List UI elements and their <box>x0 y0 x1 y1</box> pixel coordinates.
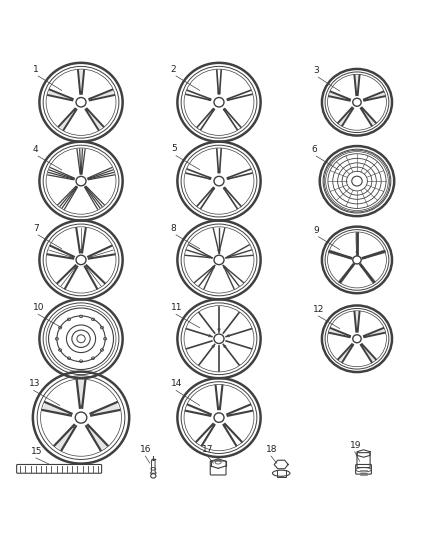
Polygon shape <box>59 109 76 130</box>
Polygon shape <box>55 425 76 450</box>
Polygon shape <box>42 402 71 416</box>
Polygon shape <box>329 92 350 101</box>
Text: 13: 13 <box>28 379 40 388</box>
Polygon shape <box>48 90 73 100</box>
Polygon shape <box>91 402 120 416</box>
Text: 14: 14 <box>171 379 182 388</box>
Polygon shape <box>86 425 107 450</box>
Polygon shape <box>338 344 353 362</box>
Polygon shape <box>361 344 376 362</box>
Polygon shape <box>77 380 85 408</box>
Text: 11: 11 <box>171 303 182 312</box>
Text: 1: 1 <box>33 65 39 74</box>
Text: 7: 7 <box>33 224 39 233</box>
Text: 8: 8 <box>171 224 177 233</box>
Polygon shape <box>364 92 385 101</box>
Text: 6: 6 <box>311 145 317 154</box>
Polygon shape <box>86 109 103 130</box>
Text: 9: 9 <box>313 225 319 235</box>
Text: 5: 5 <box>171 144 177 154</box>
Text: 19: 19 <box>350 441 361 449</box>
Text: 3: 3 <box>313 66 319 75</box>
Text: 2: 2 <box>171 65 177 74</box>
Text: 16: 16 <box>140 445 152 454</box>
Polygon shape <box>361 108 376 126</box>
Polygon shape <box>354 75 360 95</box>
Text: 12: 12 <box>313 305 325 314</box>
Polygon shape <box>89 90 114 100</box>
Text: 15: 15 <box>31 447 42 456</box>
Text: 18: 18 <box>266 445 277 454</box>
Polygon shape <box>354 312 360 332</box>
Text: 17: 17 <box>202 445 214 454</box>
Polygon shape <box>329 328 350 337</box>
Text: 10: 10 <box>33 303 44 312</box>
Polygon shape <box>78 70 84 94</box>
Text: 4: 4 <box>33 145 39 154</box>
Polygon shape <box>338 108 353 126</box>
Polygon shape <box>364 328 385 337</box>
